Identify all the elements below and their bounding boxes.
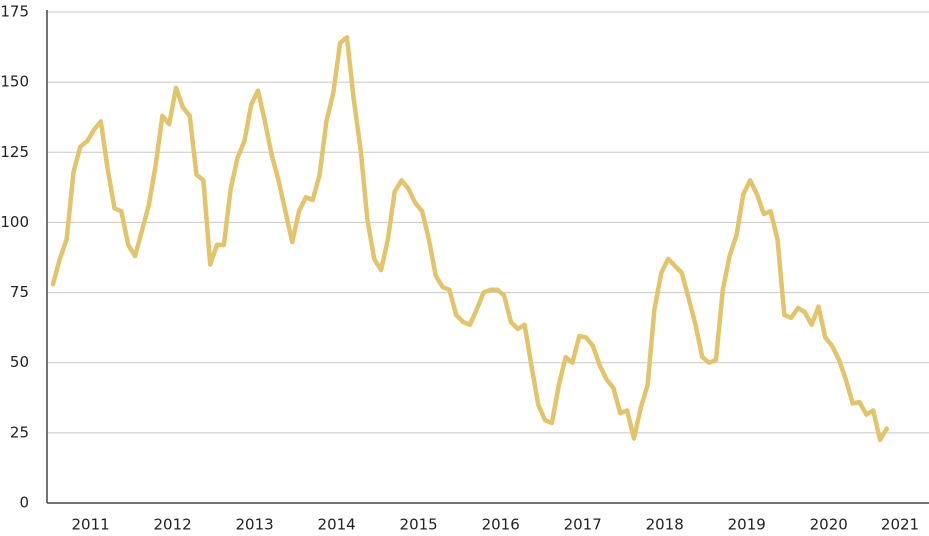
x-tick-label: 2021 xyxy=(881,516,919,534)
x-tick-label: 2018 xyxy=(646,516,684,534)
x-tick-label: 2015 xyxy=(400,516,438,534)
y-tick-label: 75 xyxy=(10,283,29,301)
x-tick-label: 2020 xyxy=(810,516,848,534)
x-tick-label: 2017 xyxy=(564,516,602,534)
x-tick-label: 2012 xyxy=(154,516,192,534)
x-tick-label: 2016 xyxy=(482,516,520,534)
y-tick-label: 0 xyxy=(19,494,29,512)
y-tick-label: 175 xyxy=(0,3,29,21)
x-tick-label: 2013 xyxy=(236,516,274,534)
y-tick-label: 25 xyxy=(10,423,29,441)
y-tick-label: 100 xyxy=(0,213,29,231)
x-tick-label: 2011 xyxy=(71,516,109,534)
y-tick-label: 125 xyxy=(0,143,29,161)
x-tick-label: 2019 xyxy=(728,516,766,534)
y-tick-label: 150 xyxy=(0,73,29,91)
x-tick-label: 2014 xyxy=(318,516,356,534)
line-series xyxy=(50,35,890,443)
y-tick-label: 50 xyxy=(10,353,29,371)
